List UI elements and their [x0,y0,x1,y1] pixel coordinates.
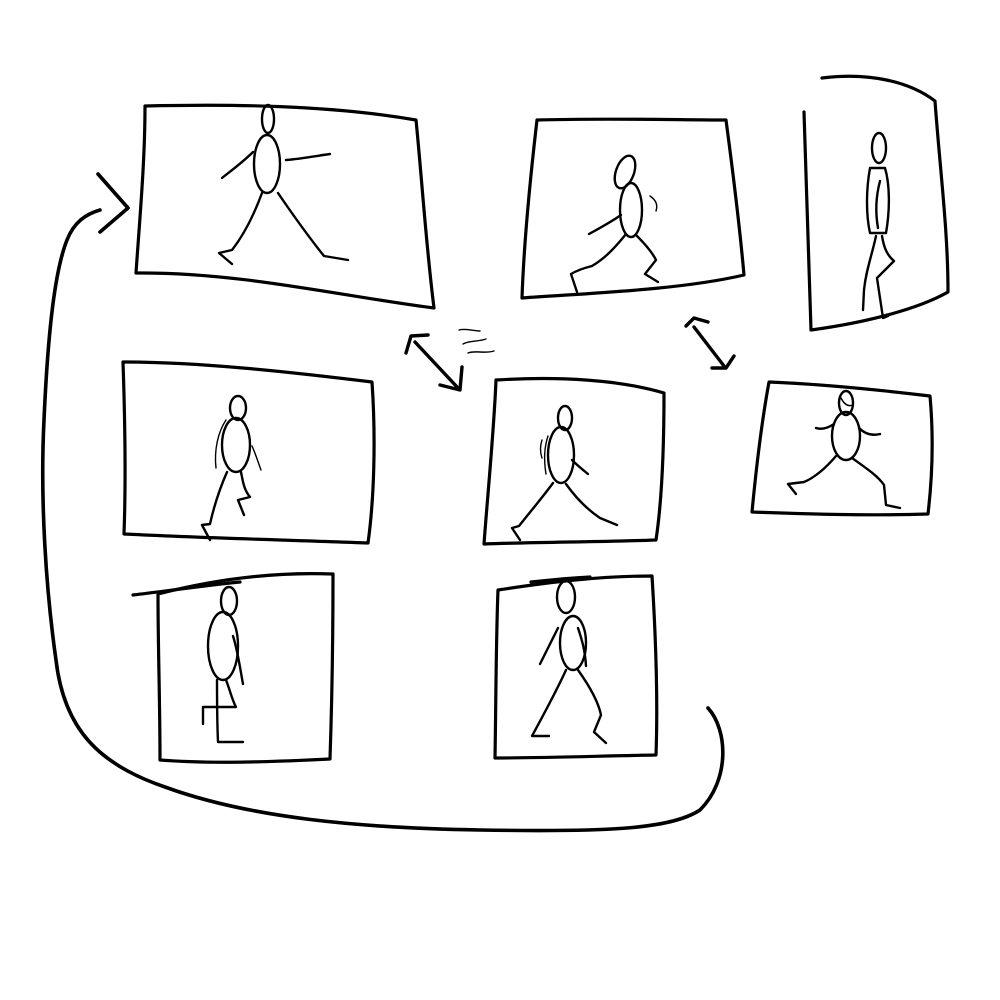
double-arrow-left [404,328,495,392]
frame-2-figure [569,154,660,294]
frame-1-border [134,103,436,310]
frame-2 [520,117,746,300]
frame-7-border [156,572,335,764]
frame-1 [134,103,436,310]
frame-6-border [750,380,934,517]
frame-5-figure [510,404,619,542]
frame-3-figure [861,131,896,320]
frame-6-figure [786,389,902,510]
frame-4 [121,360,376,545]
frame-3-border [802,74,950,332]
frame-8-figure [530,579,608,745]
frame-7-overhang [131,580,242,597]
frame-4-figure [200,394,262,542]
double-arrow-right [684,316,736,370]
frame-3 [802,74,950,332]
frame-1-figure [217,103,350,266]
frame-8-overhang [529,575,592,584]
frame-5 [482,376,666,546]
frame-2-border [520,117,746,300]
frame-4-border [121,360,376,545]
loop-arrow [40,172,725,833]
frame-8-border [493,574,659,760]
frame-7-figure [201,585,245,744]
frame-7 [131,572,335,764]
frame-6 [750,380,934,517]
frame-8 [493,574,659,760]
frame-5-border [482,376,666,546]
